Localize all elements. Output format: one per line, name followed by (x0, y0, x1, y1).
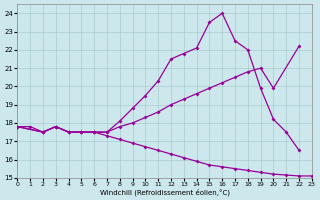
X-axis label: Windchill (Refroidissement éolien,°C): Windchill (Refroidissement éolien,°C) (100, 188, 229, 196)
